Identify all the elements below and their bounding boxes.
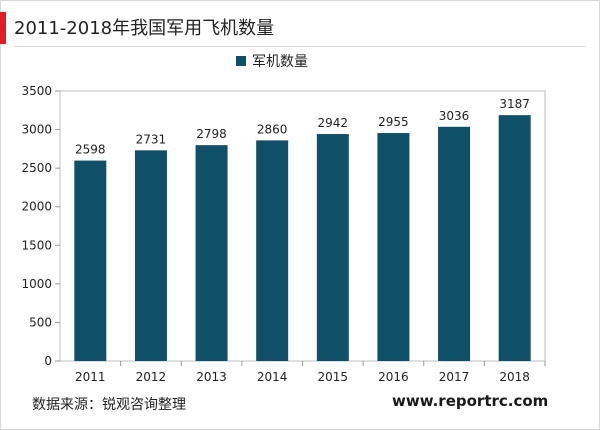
- value-label: 3187: [499, 97, 530, 111]
- y-tick-label: 500: [29, 315, 52, 329]
- bar: [256, 140, 289, 361]
- website-link[interactable]: www.reportrc.com: [392, 392, 549, 410]
- value-label: 2598: [75, 143, 106, 157]
- value-label: 2798: [196, 127, 227, 141]
- legend-label: 军机数量: [252, 54, 308, 70]
- y-tick-label: 2500: [21, 161, 52, 175]
- x-tick-label: 2017: [439, 370, 470, 384]
- value-label: 2731: [136, 132, 167, 146]
- y-axis: 0 500 1000 1500 2000 2500 3000 3500: [21, 84, 60, 368]
- y-tick-label: 2000: [21, 200, 52, 214]
- x-tick-label: 2013: [196, 370, 227, 384]
- value-label: 2942: [318, 116, 349, 130]
- value-label: 2955: [378, 115, 409, 129]
- y-tick-label: 1500: [21, 238, 52, 252]
- y-tick-label: 3500: [21, 84, 52, 98]
- x-tick-label: 2015: [318, 370, 349, 384]
- value-label: 3036: [439, 109, 470, 123]
- value-labels: 2598 2731 2798 2860 2942 2955 3036 3187: [75, 97, 530, 156]
- bar: [438, 126, 471, 362]
- bar: [498, 115, 531, 361]
- bars: [74, 115, 531, 362]
- bar: [74, 160, 107, 361]
- x-tick-label: 2016: [378, 370, 409, 384]
- bar: [316, 134, 349, 361]
- y-tick-label: 1000: [21, 277, 52, 291]
- x-tick-label: 2018: [499, 370, 530, 384]
- value-label: 2860: [257, 122, 288, 136]
- bar: [134, 150, 167, 361]
- legend: 军机数量: [236, 54, 308, 70]
- plot-area: [59, 90, 546, 362]
- source-note: 数据来源：锐观咨询整理: [32, 397, 186, 413]
- x-tick-label: 2014: [257, 370, 288, 384]
- x-axis: 2011 2012 2013 2014 2015 2016 2017 2018: [75, 361, 546, 384]
- bar: [195, 145, 228, 361]
- y-tick-label: 0: [44, 354, 52, 368]
- legend-swatch: [236, 56, 246, 66]
- title-accent-bar: [0, 12, 6, 44]
- x-tick-label: 2011: [75, 370, 106, 384]
- x-tick-label: 2012: [136, 370, 167, 384]
- chart-title: 2011-2018年我国军用飞机数量: [14, 18, 275, 39]
- y-tick-label: 3000: [21, 123, 52, 137]
- bar: [377, 133, 410, 361]
- title-divider: [14, 46, 586, 47]
